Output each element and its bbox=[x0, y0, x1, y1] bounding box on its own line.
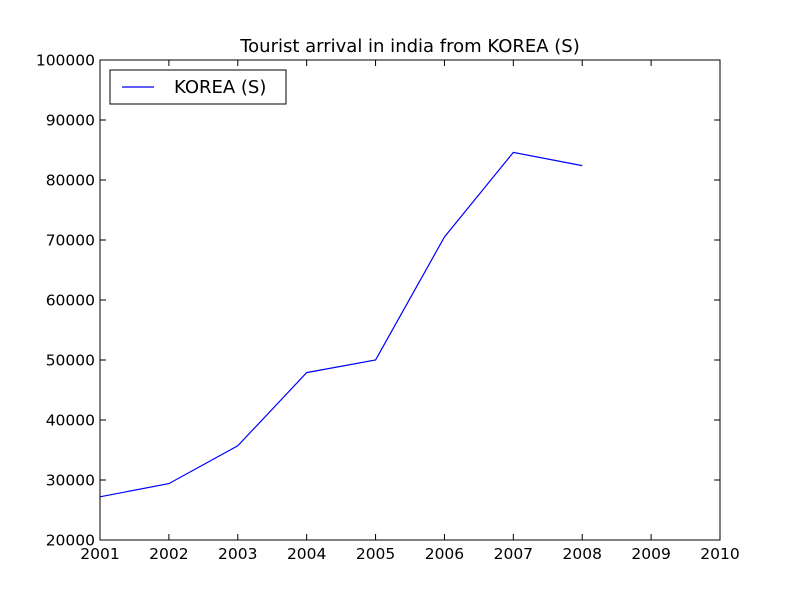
legend: KOREA (S) bbox=[109, 69, 287, 105]
y-tick-label-60000: 60000 bbox=[46, 292, 95, 310]
x-tick-label-2003: 2003 bbox=[218, 545, 257, 563]
x-tick-label-2004: 2004 bbox=[287, 545, 326, 563]
x-tick-label-2007: 2007 bbox=[494, 545, 533, 563]
x-tick-label-2002: 2002 bbox=[149, 545, 188, 563]
x-tick-label-2005: 2005 bbox=[356, 545, 395, 563]
x-tick-label-2001: 2001 bbox=[80, 545, 119, 563]
y-tick-label-100000: 100000 bbox=[36, 52, 95, 70]
y-tick-label-50000: 50000 bbox=[46, 352, 95, 370]
y-tick-label-70000: 70000 bbox=[46, 232, 95, 250]
y-tick-label-30000: 30000 bbox=[46, 472, 95, 490]
plot-area-frame bbox=[99, 59, 721, 541]
chart-title: Tourist arrival in india from KOREA (S) bbox=[239, 36, 580, 57]
series-lines bbox=[99, 151, 583, 498]
y-tick-label-80000: 80000 bbox=[46, 172, 95, 190]
x-axis-ticks: 2001 2002 2003 2004 2005 2006 2007 2008 2009 2010 bbox=[80, 60, 740, 563]
y-tick-label-20000: 20000 bbox=[46, 532, 95, 550]
x-tick-label-2008: 2008 bbox=[562, 545, 601, 563]
legend-label-korea-s: KOREA (S) bbox=[174, 77, 266, 98]
series-line-0 bbox=[99, 151, 583, 498]
x-tick-label-2010: 2010 bbox=[700, 545, 739, 563]
x-tick-label-2009: 2009 bbox=[631, 545, 670, 563]
x-tick-label-2006: 2006 bbox=[425, 545, 464, 563]
y-tick-label-90000: 90000 bbox=[46, 112, 95, 130]
y-axis-ticks: 20000 30000 40000 50000 60000 70000 80000 90000… bbox=[36, 52, 720, 550]
y-tick-label-40000: 40000 bbox=[46, 412, 95, 430]
